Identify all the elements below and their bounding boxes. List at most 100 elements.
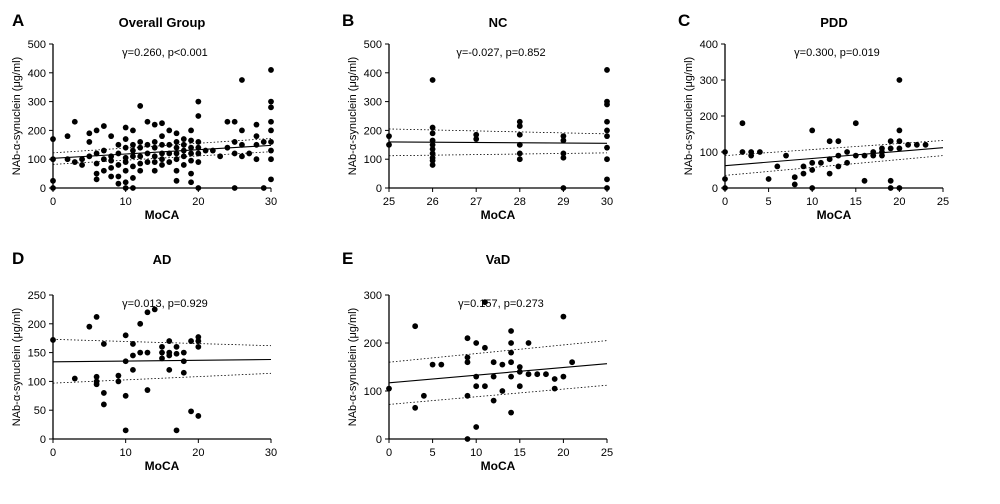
data-point	[100, 401, 107, 408]
data-point	[173, 144, 180, 151]
data-point	[122, 144, 129, 151]
data-point	[473, 340, 480, 346]
data-point	[159, 343, 165, 350]
data-point	[71, 118, 78, 125]
x-tick-label: 28	[514, 196, 526, 208]
data-point	[173, 156, 180, 163]
data-point	[534, 371, 541, 378]
y-tick-label: 500	[28, 39, 46, 51]
panel-title: AD	[153, 252, 172, 267]
correlation-stat: γ=-0.027, p=0.852	[456, 47, 545, 59]
data-point	[852, 152, 859, 159]
data-point	[268, 98, 274, 105]
data-point	[130, 163, 136, 170]
data-point	[166, 127, 173, 134]
x-tick-label: 10	[120, 447, 132, 459]
data-point	[604, 101, 610, 108]
x-axis-title: MoCA	[817, 208, 852, 222]
data-point	[144, 349, 151, 356]
data-point	[71, 159, 78, 165]
y-tick-label: 0	[376, 434, 382, 446]
data-point	[429, 137, 436, 144]
data-point	[100, 167, 107, 174]
data-point	[722, 149, 728, 155]
x-tick-label: 0	[50, 447, 56, 459]
data-point	[896, 138, 903, 145]
data-point	[791, 181, 798, 188]
data-point	[879, 152, 885, 159]
data-point	[429, 130, 436, 137]
data-point	[482, 383, 488, 390]
data-point	[464, 359, 471, 366]
panel-b: B NC γ=-0.027, p=0.852 0 100 200 300 400 500 25 26…	[342, 11, 613, 222]
y-tick-label: 500	[364, 39, 382, 51]
data-point	[71, 375, 78, 382]
data-point	[260, 139, 267, 145]
data-point	[108, 133, 115, 140]
data-point	[159, 141, 165, 148]
data-point	[516, 131, 523, 138]
x-tick-label: 5	[430, 447, 436, 459]
data-point	[151, 153, 158, 160]
data-point	[144, 150, 151, 157]
data-point	[386, 385, 392, 392]
y-tick-label: 400	[700, 39, 718, 51]
ci-lower-line	[724, 155, 944, 176]
data-point	[93, 160, 100, 167]
y-axis-title: NAb-α-synuclein (μg/ml)	[11, 308, 23, 426]
y-tick-label: 300	[700, 75, 718, 87]
data-point	[151, 159, 158, 165]
data-point	[809, 127, 816, 134]
data-point	[195, 343, 202, 350]
data-point	[86, 153, 93, 160]
data-point	[180, 141, 187, 148]
panel-letter: D	[12, 249, 24, 268]
data-point	[122, 392, 129, 399]
data-point	[896, 127, 903, 134]
data-point	[473, 373, 480, 380]
data-point	[137, 320, 144, 327]
data-point	[896, 145, 903, 152]
data-point	[159, 150, 165, 157]
data-point	[108, 153, 115, 160]
y-tick-label: 200	[700, 111, 718, 123]
data-point	[482, 299, 488, 306]
data-point	[86, 139, 93, 145]
y-tick-label: 0	[40, 183, 46, 195]
y-tick-label: 200	[28, 125, 46, 137]
panel-c: C PDD γ=0.300, p=0.019 0 100 200 300 400 0 5 10 15 2…	[678, 11, 949, 222]
data-point	[818, 159, 824, 166]
data-point	[159, 349, 165, 356]
data-point	[166, 150, 173, 157]
data-point	[188, 179, 194, 186]
data-point	[464, 392, 471, 399]
data-point	[173, 343, 180, 350]
data-point	[86, 130, 93, 137]
data-point	[835, 152, 842, 159]
data-point	[195, 150, 202, 157]
data-point	[253, 121, 260, 128]
data-point	[195, 98, 202, 105]
panel-title: NC	[489, 15, 508, 30]
data-point	[429, 162, 436, 168]
y-tick-label: 200	[364, 338, 382, 350]
data-point	[438, 361, 445, 368]
data-point	[100, 123, 107, 129]
data-point	[604, 118, 610, 125]
data-point	[50, 337, 56, 343]
data-point	[464, 436, 471, 442]
data-point	[86, 323, 93, 330]
data-point	[268, 127, 274, 134]
data-point	[516, 150, 523, 157]
data-point	[166, 141, 173, 148]
data-point	[180, 349, 187, 356]
data-point	[144, 141, 151, 148]
correlation-stat: γ=0.157, p=0.273	[458, 298, 544, 310]
data-point	[180, 162, 187, 168]
x-tick-label: 30	[265, 447, 277, 459]
data-point	[115, 141, 122, 148]
data-point	[913, 141, 920, 148]
data-point	[188, 157, 194, 164]
data-point	[231, 150, 238, 157]
y-tick-label: 0	[712, 183, 718, 195]
